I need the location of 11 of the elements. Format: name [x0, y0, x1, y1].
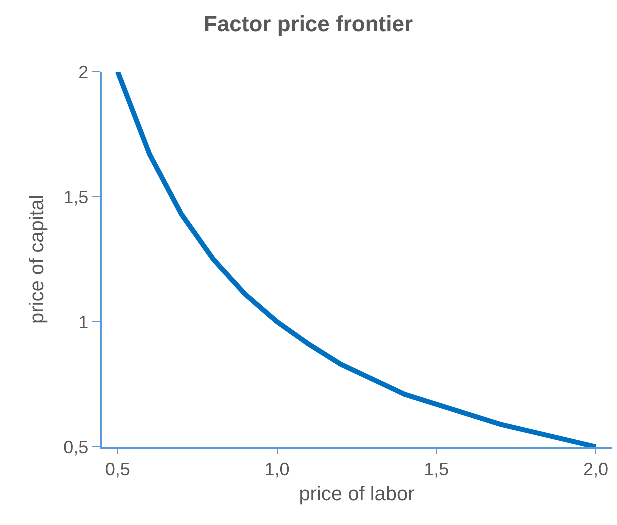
x-tick-label: 0,5 [105, 459, 130, 480]
x-tick-label: 1,0 [264, 459, 290, 480]
y-tick-label: 2 [78, 62, 89, 82]
y-tick-label: 1 [78, 312, 89, 332]
x-axis-title: price of labor [299, 483, 416, 506]
y-tick-label: 0,5 [64, 437, 89, 458]
x-tick-label: 1,5 [424, 459, 450, 480]
x-tick-label: 2,0 [584, 459, 609, 480]
y-tick-label: 1,5 [64, 187, 89, 208]
y-axis-title: price of capital [26, 195, 49, 324]
chart-title: Factor price frontier [204, 11, 414, 36]
